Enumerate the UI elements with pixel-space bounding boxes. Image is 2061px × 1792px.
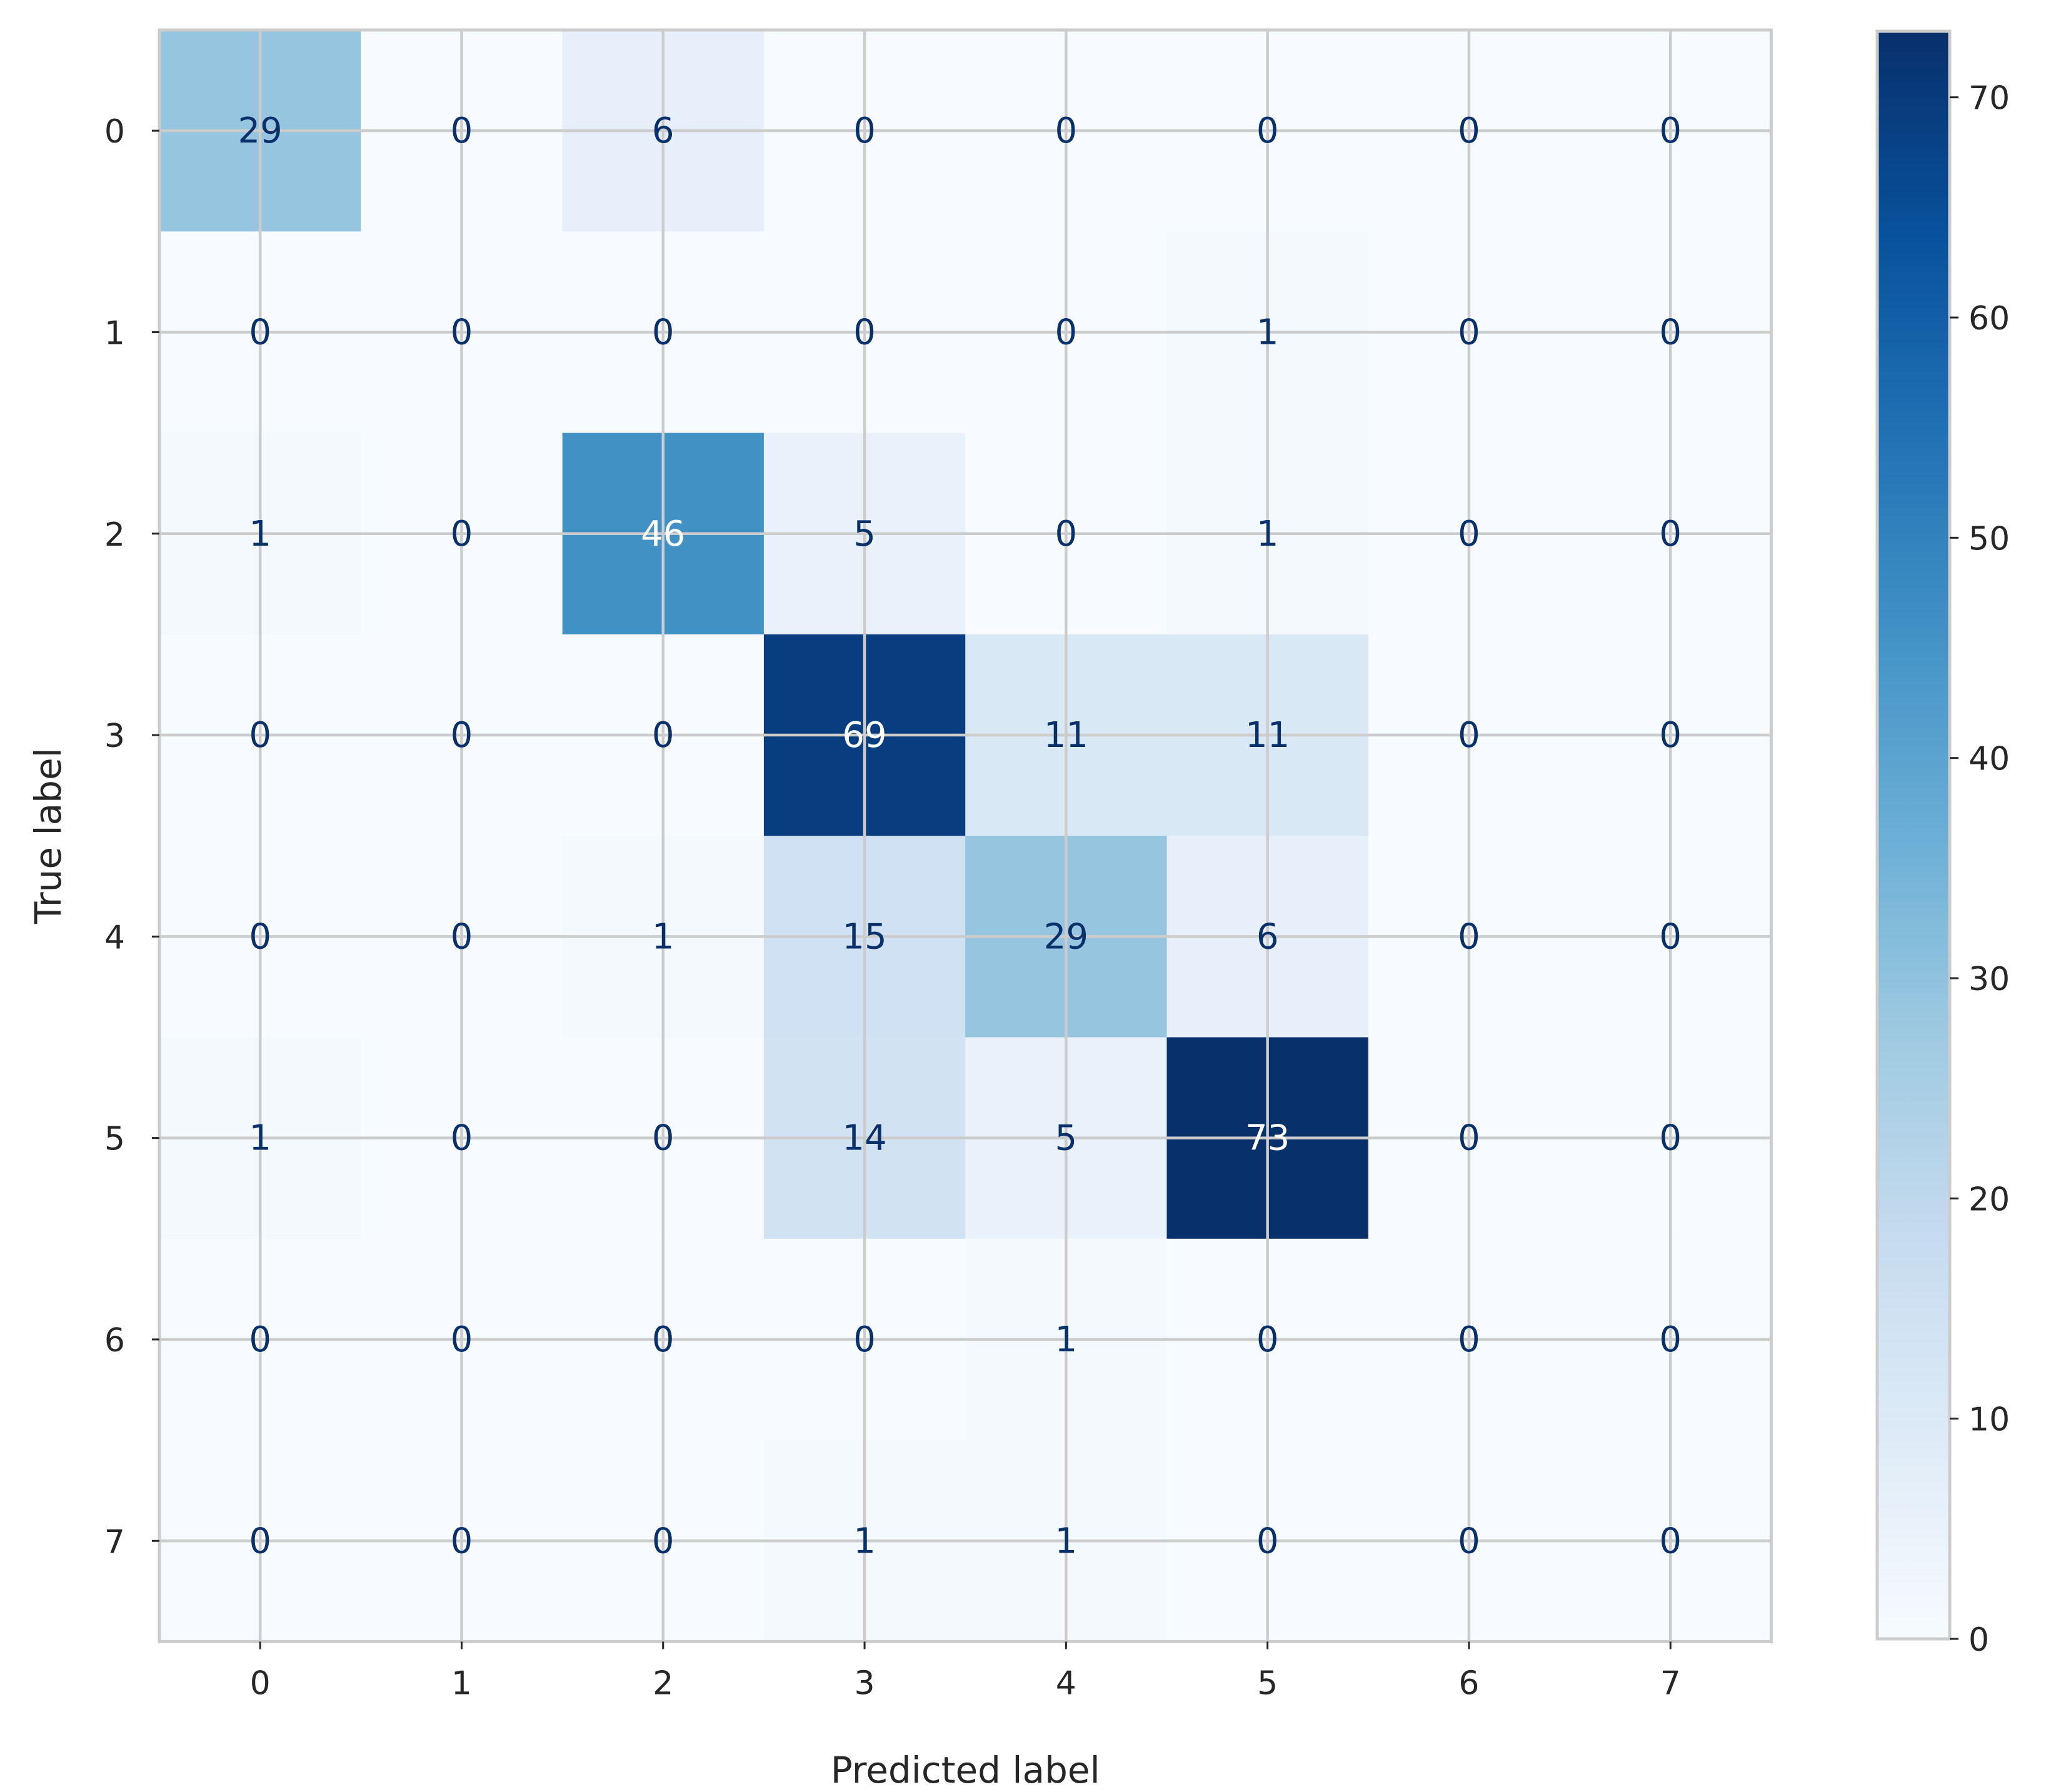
cell-value-6-0: 0 xyxy=(249,1319,271,1360)
cell-value-1-1: 0 xyxy=(451,312,473,353)
colorbar-tick-label-7: 70 xyxy=(1968,80,2010,118)
cell-value-4-1: 0 xyxy=(451,916,473,957)
x-tick-label-7: 7 xyxy=(1660,1664,1681,1702)
cell-value-6-7: 0 xyxy=(1659,1319,1682,1360)
cell-value-1-7: 0 xyxy=(1659,312,1682,353)
cell-value-5-1: 0 xyxy=(451,1118,473,1159)
x-axis-label: Predicted label xyxy=(831,1749,1100,1791)
colorbar-ticks: 0 10 20 30 40 50 60 70 xyxy=(1950,80,2010,1659)
y-tick-label-4: 4 xyxy=(104,919,125,956)
colorbar-tick-label-2: 20 xyxy=(1968,1181,2010,1218)
cell-value-1-4: 0 xyxy=(1055,312,1078,353)
cell-value-7-4: 1 xyxy=(1055,1521,1078,1561)
y-tick-label-3: 3 xyxy=(104,718,125,755)
cell-value-2-5: 1 xyxy=(1256,514,1279,554)
y-axis-ticks: 0 1 2 3 4 5 6 7 xyxy=(104,113,159,1561)
x-tick-label-2: 2 xyxy=(653,1664,673,1702)
heatmap-grid xyxy=(159,30,1772,1642)
cell-value-6-3: 0 xyxy=(853,1319,876,1360)
cell-value-0-6: 0 xyxy=(1458,111,1480,151)
cell-value-5-6: 0 xyxy=(1458,1118,1480,1159)
cell-value-7-5: 0 xyxy=(1256,1521,1279,1561)
cell-value-2-2: 46 xyxy=(641,514,685,554)
colorbar-tick-label-1: 10 xyxy=(1968,1401,2010,1439)
colorbar-tick-label-6: 60 xyxy=(1968,300,2010,338)
cell-value-3-2: 0 xyxy=(652,715,674,756)
cell-value-0-2: 6 xyxy=(652,111,674,151)
cell-value-5-2: 0 xyxy=(652,1118,674,1159)
cell-value-4-4: 29 xyxy=(1044,916,1088,957)
cell-value-4-2: 1 xyxy=(652,916,674,957)
cell-value-0-7: 0 xyxy=(1659,111,1682,151)
y-tick-label-0: 0 xyxy=(104,113,125,151)
y-tick-label-1: 1 xyxy=(104,314,125,352)
y-tick-label-2: 2 xyxy=(104,516,125,554)
cell-value-0-0: 29 xyxy=(238,111,283,151)
cell-value-1-6: 0 xyxy=(1458,312,1480,353)
plot-frame xyxy=(158,28,1773,1643)
cell-value-5-0: 1 xyxy=(249,1118,271,1159)
cell-value-labels: 29 0 6 0 0 0 0 00 0 0 0 0 1 0 01 0 46 5 0 1 0 00 0 0 69 11 11 0 00 0 1… xyxy=(238,111,1682,1561)
cell-value-7-0: 0 xyxy=(249,1521,271,1561)
cell-value-2-3: 5 xyxy=(853,514,876,554)
cell-value-3-6: 0 xyxy=(1458,715,1480,756)
x-tick-label-5: 5 xyxy=(1257,1664,1278,1702)
cell-value-3-3: 69 xyxy=(842,715,886,756)
heatmap-cells xyxy=(159,30,1772,1642)
cell-value-3-1: 0 xyxy=(451,715,473,756)
cell-value-1-3: 0 xyxy=(853,312,876,353)
cell-value-4-3: 15 xyxy=(842,916,886,957)
cell-value-1-5: 1 xyxy=(1256,312,1279,353)
colorbar-tick-label-0: 0 xyxy=(1968,1621,1989,1659)
x-tick-label-1: 1 xyxy=(451,1664,472,1702)
cell-value-3-0: 0 xyxy=(249,715,271,756)
cell-value-7-6: 0 xyxy=(1458,1521,1480,1561)
colorbar-tick-label-5: 50 xyxy=(1968,520,2010,558)
cell-value-0-4: 0 xyxy=(1055,111,1078,151)
cell-value-3-5: 11 xyxy=(1245,715,1290,756)
cell-value-7-3: 1 xyxy=(853,1521,876,1561)
cell-value-0-3: 0 xyxy=(853,111,876,151)
cell-value-5-3: 14 xyxy=(842,1118,886,1159)
x-tick-label-0: 0 xyxy=(250,1664,271,1702)
cell-value-1-2: 0 xyxy=(652,312,674,353)
cell-value-5-4: 5 xyxy=(1055,1118,1078,1159)
cell-value-7-7: 0 xyxy=(1659,1521,1682,1561)
cell-value-5-5: 73 xyxy=(1245,1118,1290,1159)
cell-value-6-5: 0 xyxy=(1256,1319,1279,1360)
cell-value-2-0: 1 xyxy=(249,514,271,554)
cell-value-4-0: 0 xyxy=(249,916,271,957)
colorbar xyxy=(1875,29,1952,1641)
cell-value-0-5: 0 xyxy=(1256,111,1279,151)
cell-value-3-4: 11 xyxy=(1044,715,1088,756)
colorbar-tick-label-3: 30 xyxy=(1968,961,2010,998)
cell-value-1-0: 0 xyxy=(249,312,271,353)
cell-value-7-1: 0 xyxy=(451,1521,473,1561)
cell-value-2-7: 0 xyxy=(1659,514,1682,554)
y-tick-label-6: 6 xyxy=(104,1322,125,1359)
x-axis-ticks: 0 1 2 3 4 5 6 7 xyxy=(250,1641,1681,1702)
cell-value-2-4: 0 xyxy=(1055,514,1078,554)
y-axis-label: True label xyxy=(27,748,69,924)
colorbar-tick-label-4: 40 xyxy=(1968,741,2010,778)
cell-value-2-1: 0 xyxy=(451,514,473,554)
cell-value-6-2: 0 xyxy=(652,1319,674,1360)
cell-value-2-6: 0 xyxy=(1458,514,1480,554)
cell-value-6-1: 0 xyxy=(451,1319,473,1360)
cell-value-4-6: 0 xyxy=(1458,916,1480,957)
cell-value-6-4: 1 xyxy=(1055,1319,1078,1360)
y-tick-label-5: 5 xyxy=(104,1121,125,1158)
y-tick-label-7: 7 xyxy=(104,1523,125,1561)
x-tick-label-6: 6 xyxy=(1458,1664,1479,1702)
cell-value-3-7: 0 xyxy=(1659,715,1682,756)
cell-value-6-6: 0 xyxy=(1458,1319,1480,1360)
x-tick-label-3: 3 xyxy=(855,1664,875,1702)
cell-value-4-5: 6 xyxy=(1256,916,1279,957)
x-tick-label-4: 4 xyxy=(1056,1664,1076,1702)
cell-value-4-7: 0 xyxy=(1659,916,1682,957)
cell-value-7-2: 0 xyxy=(652,1521,674,1561)
cell-value-0-1: 0 xyxy=(451,111,473,151)
cell-value-5-7: 0 xyxy=(1659,1118,1682,1159)
